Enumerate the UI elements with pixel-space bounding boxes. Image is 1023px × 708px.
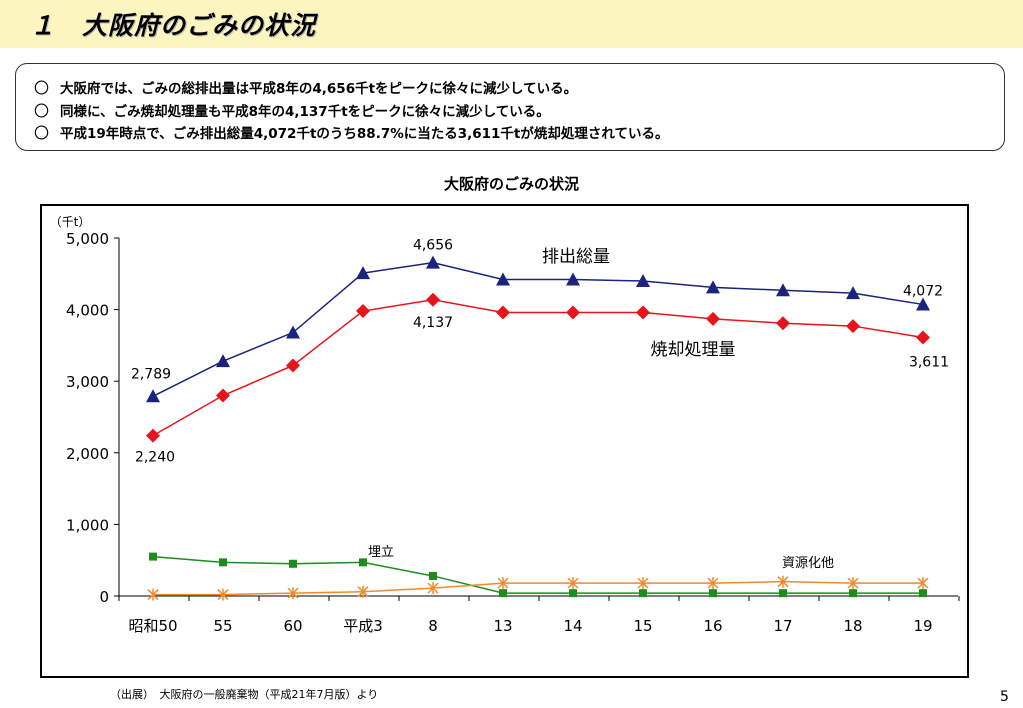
diamond-marker: [566, 305, 580, 320]
triangle-marker: [846, 286, 860, 300]
x-tick-label: 60: [283, 617, 302, 635]
y-tick-label: 2,000: [66, 445, 109, 463]
x-tick-label: 19: [913, 617, 932, 635]
asterisk-marker: [427, 582, 439, 595]
summary-text: 同様に、ごみ焼却処理量も平成8年の4,137千tをピークに徐々に減少している。: [60, 104, 550, 120]
summary-text: 平成19年時点で、ごみ排出総量4,072千tのうち88.7%に当たる3,611千…: [60, 126, 669, 142]
asterisk-marker: [497, 577, 509, 590]
triangle-marker: [426, 255, 440, 269]
square-marker: [219, 558, 227, 567]
square-marker: [639, 589, 647, 598]
square-marker: [709, 589, 717, 598]
diamond-marker: [636, 305, 650, 320]
asterisk-marker: [917, 577, 929, 590]
chart-title: 大阪府のごみの状況: [443, 175, 579, 193]
series-label: 排出総量: [542, 247, 610, 267]
asterisk-marker: [147, 588, 159, 601]
title-band: １ 大阪府のごみの状況: [0, 0, 1023, 48]
x-tick-label: 18: [843, 617, 862, 635]
triangle-marker: [146, 389, 160, 403]
series-line: [153, 580, 923, 596]
triangle-marker: [916, 297, 930, 311]
diamond-marker: [426, 292, 440, 307]
x-tick-label: 55: [213, 617, 232, 635]
square-marker: [499, 589, 507, 598]
diamond-marker: [706, 311, 720, 326]
series-label: 焼却処理量: [651, 340, 736, 360]
diamond-marker: [356, 304, 370, 319]
triangle-marker: [706, 280, 720, 294]
asterisk-marker: [567, 577, 579, 590]
asterisk-marker: [637, 577, 649, 590]
y-tick-label: 0: [99, 588, 109, 606]
circle-bullet-icon: 〇: [34, 124, 50, 142]
chart-frame: [40, 204, 969, 678]
series-line: [152, 261, 924, 397]
series-label: 埋立: [368, 545, 394, 560]
asterisk-marker: [217, 588, 229, 601]
series-line: [152, 555, 923, 594]
square-marker: [849, 589, 857, 598]
page-number: 5: [1000, 689, 1009, 705]
x-tick-label: 16: [703, 617, 722, 635]
y-tick-label: 1,000: [66, 516, 109, 534]
x-tick-label: 17: [773, 617, 792, 635]
triangle-marker: [286, 325, 300, 339]
diamond-marker: [216, 388, 230, 403]
data-label: 3,611: [909, 354, 949, 370]
diamond-marker: [496, 305, 510, 320]
square-marker: [429, 571, 437, 580]
asterisk-marker: [707, 577, 719, 590]
x-tick-label: 8: [428, 617, 438, 635]
series-line: [152, 299, 924, 437]
diamond-marker: [776, 316, 790, 331]
summary-item: 〇大阪府では、ごみの総排出量は平成8年の4,656千tをピークに徐々に減少してい…: [34, 77, 577, 98]
y-tick-label: 3,000: [66, 373, 109, 391]
asterisk-marker: [287, 587, 299, 600]
triangle-marker: [776, 283, 790, 297]
square-marker: [919, 589, 927, 598]
x-tick-label: 13: [493, 617, 512, 635]
data-label: 2,240: [135, 450, 175, 466]
y-tick-label: 5,000: [66, 230, 109, 248]
square-marker: [149, 552, 157, 561]
diamond-marker: [916, 330, 930, 345]
x-tick-label: 15: [633, 617, 652, 635]
asterisk-marker: [357, 585, 369, 598]
square-marker: [779, 589, 787, 598]
x-tick-label: 平成3: [343, 617, 383, 635]
triangle-marker: [566, 272, 580, 286]
asterisk-marker: [847, 577, 859, 590]
diamond-marker: [286, 358, 300, 373]
data-label: 4,137: [413, 315, 453, 331]
diamond-marker: [846, 319, 860, 334]
slide-title: １ 大阪府のごみの状況: [30, 11, 317, 40]
asterisk-marker: [777, 575, 789, 588]
summary-item: 〇同様に、ごみ焼却処理量も平成8年の4,137千tをピークに徐々に減少している。: [34, 100, 550, 121]
circle-bullet-icon: 〇: [34, 79, 50, 97]
triangle-marker: [356, 266, 370, 280]
square-marker: [569, 589, 577, 598]
diamond-marker: [146, 428, 160, 443]
x-tick-label: 昭和50: [128, 617, 177, 635]
circle-bullet-icon: 〇: [34, 102, 50, 120]
source-note: （出展） 大阪府の一般廃棄物（平成21年7月版）より: [110, 688, 379, 701]
y-tick-label: 4,000: [66, 302, 109, 320]
series-label: 資源化他: [782, 556, 834, 571]
summary-box: 〇大阪府では、ごみの総排出量は平成8年の4,656千tをピークに徐々に減少してい…: [15, 63, 1005, 151]
data-label: 4,072: [903, 283, 943, 299]
triangle-marker: [496, 272, 510, 286]
y-axis-unit-label: （千t）: [50, 215, 91, 229]
data-label: 4,656: [413, 238, 453, 254]
triangle-marker: [636, 273, 650, 287]
triangle-marker: [216, 354, 230, 368]
data-label: 2,789: [131, 366, 171, 382]
summary-item: 〇平成19年時点で、ごみ排出総量4,072千tのうち88.7%に当たる3,611…: [34, 122, 669, 143]
x-tick-label: 14: [563, 617, 582, 635]
summary-text: 大阪府では、ごみの総排出量は平成8年の4,656千tをピークに徐々に減少している…: [60, 81, 578, 97]
square-marker: [289, 559, 297, 568]
square-marker: [359, 558, 367, 567]
